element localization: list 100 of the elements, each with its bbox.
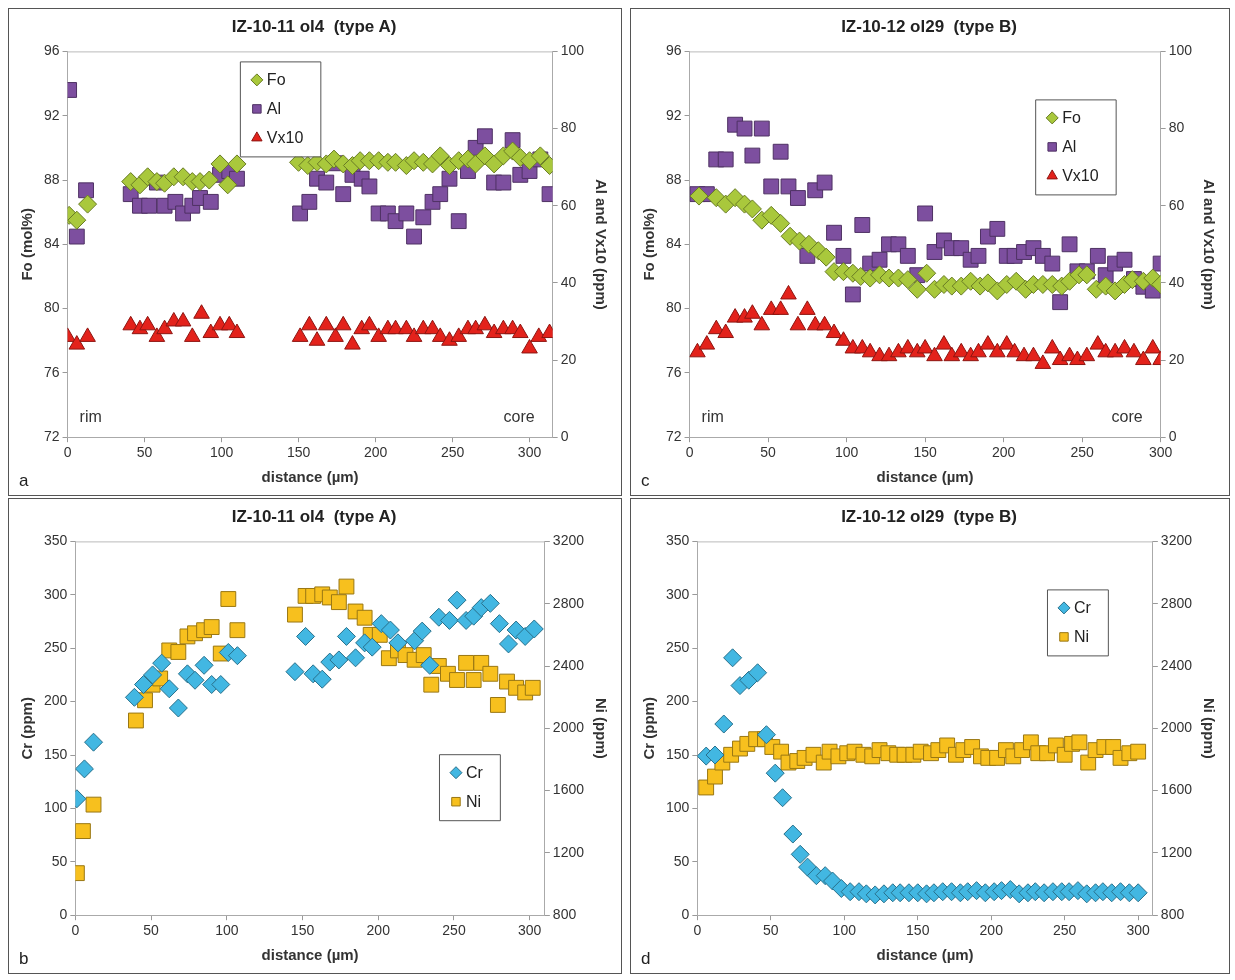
x-tick-label: 150 xyxy=(913,444,937,461)
annotation: core xyxy=(1111,407,1143,425)
y-tick-label: 96 xyxy=(665,42,682,59)
x-tick-label: 200 xyxy=(991,444,1016,461)
x-tick-label: 250 xyxy=(1053,922,1077,939)
y2-tick-label: 0 xyxy=(1168,428,1177,445)
x-tick-label: 200 xyxy=(363,444,388,461)
x-tick-label: 300 xyxy=(1126,922,1151,939)
x-tick-label: 0 xyxy=(693,922,702,939)
y2-tick-label: 2400 xyxy=(552,656,585,673)
y2-tick-label: 0 xyxy=(560,428,569,445)
annotation: rim xyxy=(701,407,724,425)
y-tick-label: 76 xyxy=(665,363,682,380)
legend-label: Cr xyxy=(465,764,484,782)
legend-label: Fo xyxy=(1062,109,1081,127)
x-axis-title: distance (µm) xyxy=(876,946,974,964)
y-tick-label: 150 xyxy=(44,745,68,762)
y2-axis-title: Ni (ppm) xyxy=(592,697,610,759)
x-tick-label: 250 xyxy=(1070,444,1095,461)
x-tick-label: 150 xyxy=(290,922,315,939)
y-tick-label: 50 xyxy=(51,852,68,869)
y-tick-label: 200 xyxy=(44,692,68,709)
y2-tick-label: 800 xyxy=(552,906,577,923)
y-tick-label: 84 xyxy=(665,235,682,252)
y-tick-label: 92 xyxy=(43,106,60,123)
x-tick-label: 150 xyxy=(906,922,930,939)
y-tick-label: 88 xyxy=(665,170,682,187)
y-tick-label: 96 xyxy=(43,42,60,59)
y2-tick-label: 3200 xyxy=(1160,532,1193,549)
y-tick-label: 76 xyxy=(43,363,60,380)
chart-title: IZ-10-11 ol4 (type A) xyxy=(231,506,397,526)
x-tick-label: 300 xyxy=(518,922,542,939)
x-axis-title: distance (µm) xyxy=(261,468,359,486)
x-tick-label: 200 xyxy=(366,922,391,939)
y2-tick-label: 800 xyxy=(1160,906,1185,923)
y2-tick-label: 1200 xyxy=(552,843,585,860)
y-tick-label: 50 xyxy=(673,852,690,869)
y-tick-label: 0 xyxy=(681,906,690,923)
x-axis-title: distance (µm) xyxy=(261,946,359,964)
y-tick-label: 92 xyxy=(665,106,682,123)
y-tick-label: 350 xyxy=(666,532,690,549)
y2-tick-label: 3200 xyxy=(552,532,585,549)
y-tick-label: 80 xyxy=(43,299,60,316)
y2-axis-title: Ni (ppm) xyxy=(1200,697,1218,759)
x-tick-label: 50 xyxy=(763,922,779,939)
x-tick-label: 250 xyxy=(442,922,466,939)
y2-tick-label: 2800 xyxy=(1160,594,1193,611)
y-tick-label: 84 xyxy=(43,235,60,252)
y2-tick-label: 1200 xyxy=(1160,843,1193,860)
y-tick-label: 72 xyxy=(43,428,60,445)
y-axis-title: Fo (mol%) xyxy=(18,208,36,281)
y-tick-label: 350 xyxy=(44,532,68,549)
legend-label: Fo xyxy=(266,71,286,89)
text: c xyxy=(641,471,650,491)
y-tick-label: 150 xyxy=(666,745,690,762)
x-tick-label: 50 xyxy=(136,444,153,461)
y2-tick-label: 100 xyxy=(560,42,585,59)
x-tick-label: 100 xyxy=(832,922,857,939)
y2-tick-label: 20 xyxy=(560,350,577,367)
y-tick-label: 88 xyxy=(43,170,60,187)
y-axis-title: Cr (ppm) xyxy=(640,697,658,760)
x-tick-label: 100 xyxy=(209,444,234,461)
chart-title: IZ-10-12 ol29 (type B) xyxy=(841,16,1017,36)
legend-label: Al xyxy=(266,100,282,118)
text: b xyxy=(19,949,29,969)
y-tick-label: 250 xyxy=(666,639,690,656)
x-tick-label: 50 xyxy=(143,922,160,939)
y2-axis-title: Al and Vx10 (ppm) xyxy=(1200,178,1218,310)
y2-tick-label: 80 xyxy=(1168,119,1185,136)
y2-tick-label: 20 xyxy=(1168,350,1185,367)
x-tick-label: 50 xyxy=(760,444,777,461)
y2-tick-label: 100 xyxy=(1168,42,1193,59)
y2-tick-label: 2800 xyxy=(552,594,585,611)
y-axis-title: Fo (mol%) xyxy=(640,208,658,281)
chart-title: IZ-10-12 ol29 (type B) xyxy=(841,506,1017,526)
y2-tick-label: 80 xyxy=(560,119,577,136)
y-tick-label: 100 xyxy=(666,799,690,816)
x-tick-label: 250 xyxy=(440,444,465,461)
legend-label: Al xyxy=(1062,138,1077,156)
legend-label: Ni xyxy=(1073,628,1090,646)
y-tick-label: 100 xyxy=(44,799,68,816)
legend-label: Vx10 xyxy=(1062,167,1099,185)
y-tick-label: 300 xyxy=(44,585,68,602)
x-tick-label: 0 xyxy=(71,922,80,939)
x-axis-title: distance (µm) xyxy=(876,468,974,486)
y-tick-label: 200 xyxy=(666,692,690,709)
y2-axis-title: Al and Vx10 (ppm) xyxy=(592,178,610,310)
annotation: rim xyxy=(79,407,102,425)
y2-tick-label: 40 xyxy=(560,273,577,290)
y2-tick-label: 1600 xyxy=(552,781,585,798)
y-tick-label: 80 xyxy=(665,299,682,316)
y2-tick-label: 2400 xyxy=(1160,656,1193,673)
y-tick-label: 0 xyxy=(59,906,68,923)
legend-label: Cr xyxy=(1073,599,1092,617)
y2-tick-label: 60 xyxy=(1168,196,1185,213)
annotation: core xyxy=(503,407,535,425)
text: d xyxy=(641,949,651,969)
y2-tick-label: 1600 xyxy=(1160,781,1193,798)
y2-tick-label: 40 xyxy=(1168,273,1185,290)
x-tick-label: 200 xyxy=(979,922,1004,939)
